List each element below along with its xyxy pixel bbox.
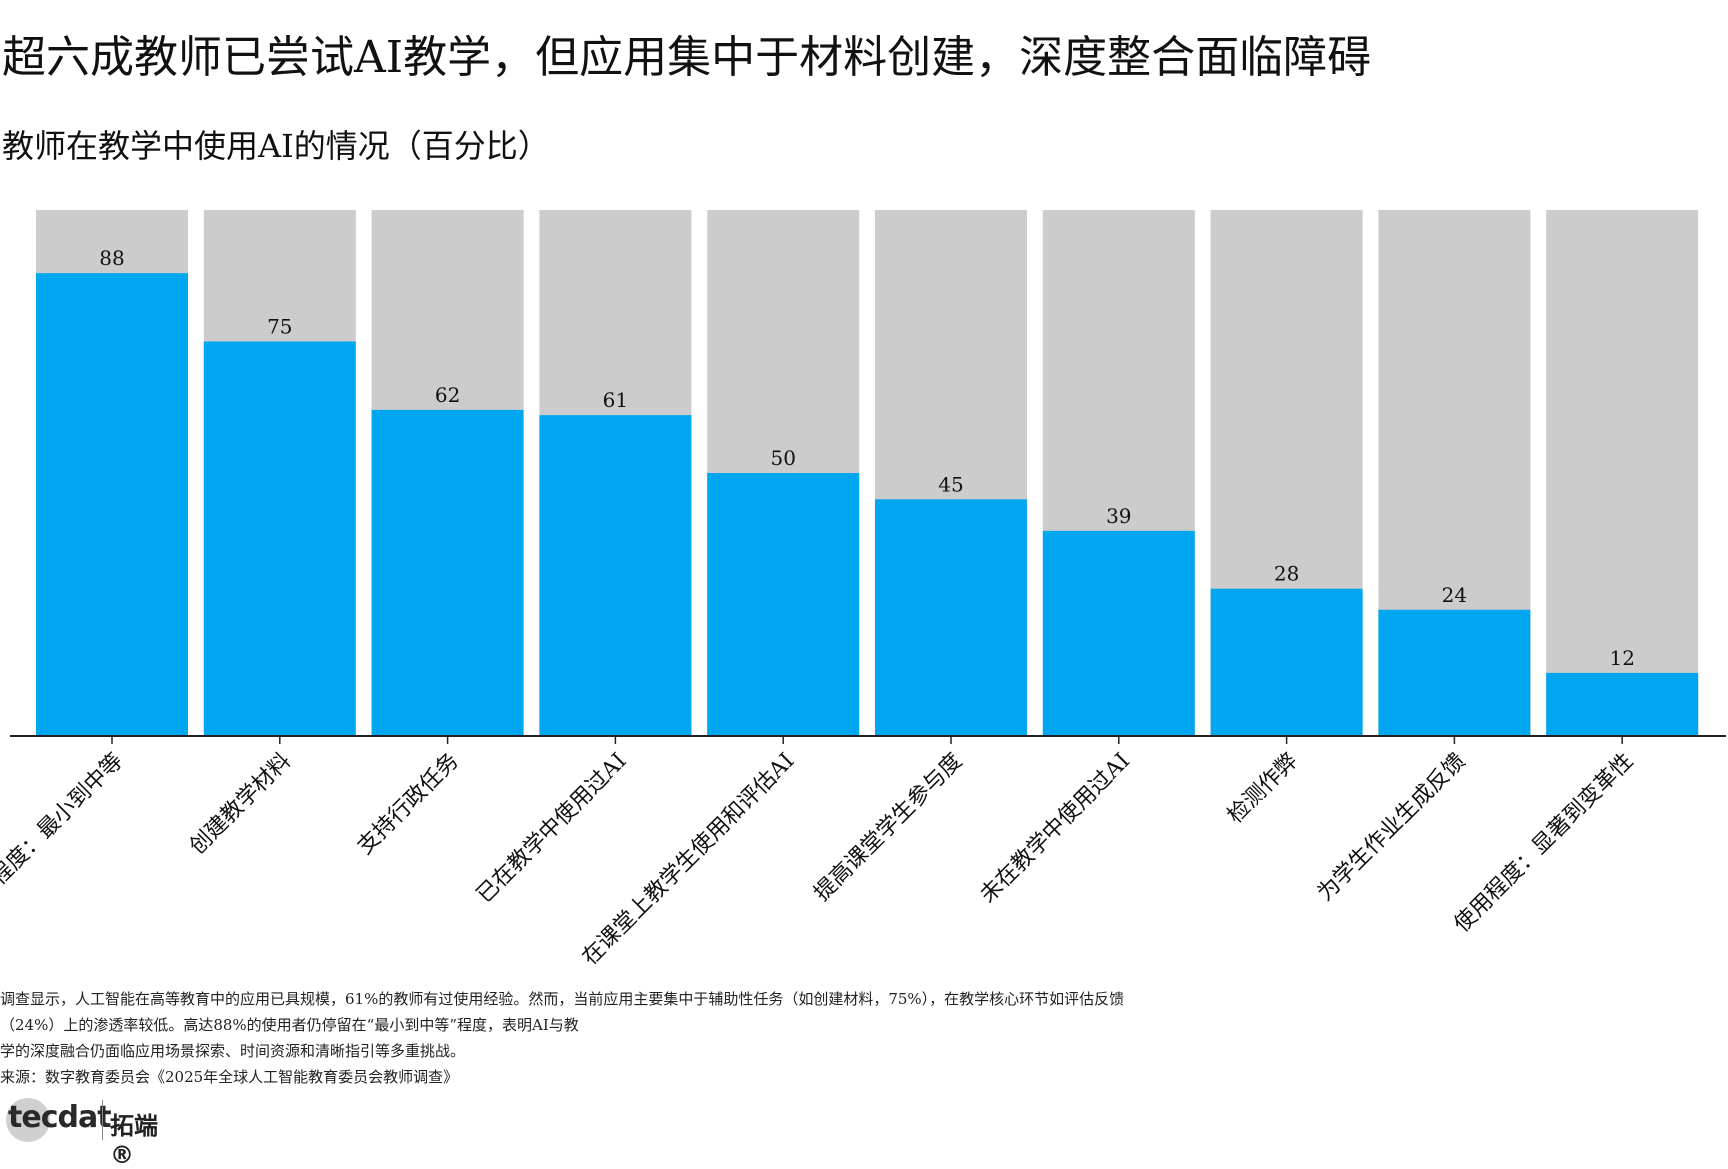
bar-8: [1378, 609, 1531, 736]
data-label-0: 88: [99, 246, 124, 270]
bar-4: [707, 473, 860, 736]
data-label-5: 45: [938, 472, 963, 496]
bar-9: [1546, 672, 1699, 736]
x-tick-label-5: 提高课堂学生参与度: [810, 749, 968, 907]
logo-divider: [102, 1100, 103, 1140]
bar-3: [539, 415, 692, 736]
x-tick-label-2: 支持行政任务: [353, 749, 464, 860]
x-tick-label-3: 已在教学中使用过AI: [472, 749, 632, 909]
data-label-3: 61: [603, 388, 628, 412]
bar-background-9: [1546, 210, 1699, 736]
bar-0: [36, 273, 188, 736]
note-line-1: 调查显示，人工智能在高等教育中的应用已具规模，61%的教师有过使用经验。然而，当…: [0, 990, 1125, 1008]
tecdat-logo: tecdat 拓端®: [6, 1096, 176, 1169]
data-label-6: 39: [1106, 504, 1131, 528]
source-line: 来源：数字教育委员会《2025年全球人工智能教育委员会教师调查》: [0, 1068, 459, 1086]
data-label-4: 50: [770, 446, 795, 470]
data-label-8: 24: [1442, 583, 1467, 607]
x-tick-label-0: 使用程度：最小到中等: [0, 749, 128, 922]
bar-2: [371, 409, 524, 736]
chart-subtitle: 教师在教学中使用AI的情况（百分比）: [2, 127, 550, 165]
bar-1: [203, 341, 356, 736]
data-label-2: 62: [435, 383, 460, 407]
bar-chart: 88 使用程度：最小到中等 75 创建教学材料 62 支持行政任务 61 已在教学中使用过AI…: [0, 210, 1726, 970]
x-tick-label-6: 未在教学中使用过AI: [976, 749, 1136, 909]
note-line-2: （24%）上的渗透率较低。高达88%的使用者仍停留在“最小到中等”程度，表明AI…: [0, 1016, 579, 1034]
bar-6: [1042, 530, 1195, 736]
x-tick-label-9: 使用程度：显著到变革性: [1450, 749, 1639, 938]
data-label-1: 75: [267, 315, 292, 339]
data-label-9: 12: [1609, 646, 1634, 670]
chart-title: 超六成教师已尝试AI教学，但应用集中于材料创建，深度整合面临障碍: [2, 32, 1372, 83]
bar-5: [875, 499, 1027, 736]
logo-circle-icon: [6, 1098, 50, 1142]
chart-notes: 调查显示，人工智能在高等教育中的应用已具规模，61%的教师有过使用经验。然而，当…: [0, 986, 1124, 1090]
note-line-3: 学的深度融合仍面临应用场景探索、时间资源和清晰指引等多重挑战。: [0, 1042, 466, 1060]
logo-chinese-name: 拓端®: [110, 1112, 158, 1169]
x-tick-label-1: 创建教学材料: [185, 749, 296, 860]
logo-wordmark: tecdat: [8, 1100, 112, 1135]
data-label-7: 28: [1274, 562, 1299, 586]
x-tick-label-7: 检测作弊: [1223, 749, 1303, 829]
x-tick-label-8: 为学生作业生成反馈: [1313, 749, 1471, 907]
bar-7: [1210, 588, 1363, 736]
